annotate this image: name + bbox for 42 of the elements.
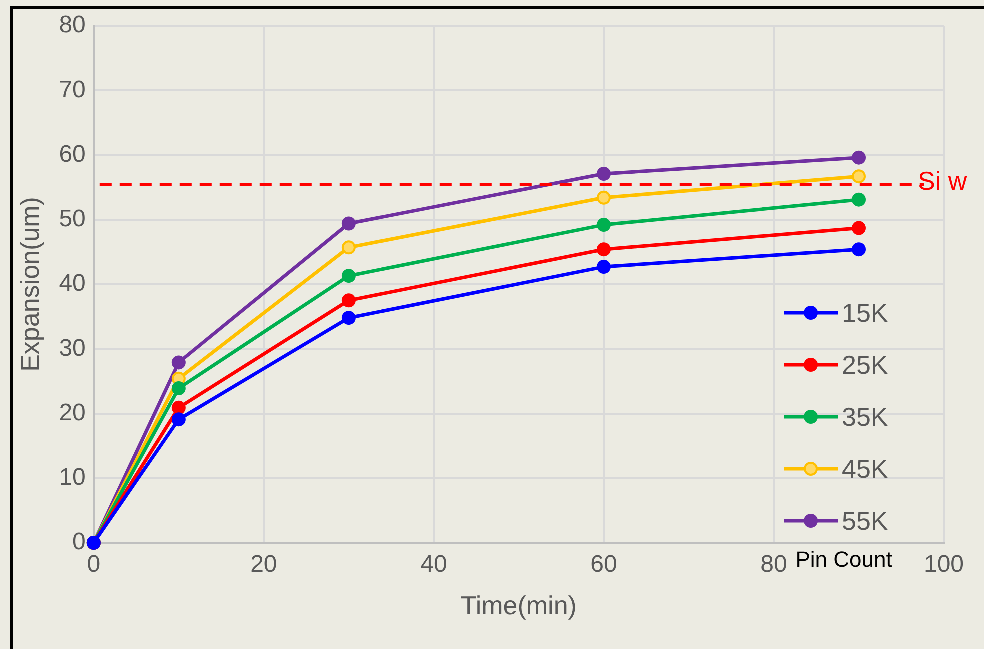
point bbox=[596, 218, 611, 232]
point bbox=[342, 216, 356, 231]
point bbox=[852, 221, 866, 236]
legend-title: Pin Count bbox=[796, 547, 892, 572]
point bbox=[342, 269, 356, 284]
y-tick-label: 40 bbox=[59, 270, 86, 298]
ref-line-label: Si w bbox=[918, 166, 968, 196]
point bbox=[342, 311, 356, 326]
point bbox=[596, 166, 611, 181]
legend-label: 45K bbox=[842, 454, 889, 484]
x-tick-label: 100 bbox=[924, 551, 964, 578]
point bbox=[342, 240, 356, 255]
y-tick-label: 0 bbox=[72, 528, 86, 556]
y-tick-label: 70 bbox=[59, 76, 86, 104]
y-tick-label: 60 bbox=[59, 140, 86, 168]
point bbox=[596, 242, 611, 257]
point bbox=[342, 294, 356, 308]
y-tick-label: 30 bbox=[59, 334, 86, 362]
point bbox=[852, 170, 866, 184]
y-tick-label: 10 bbox=[59, 464, 86, 491]
point bbox=[172, 382, 186, 396]
legend-label: 35K bbox=[842, 402, 889, 432]
legend-label: 15K bbox=[842, 298, 889, 328]
y-tick-label: 50 bbox=[59, 206, 86, 232]
point bbox=[172, 400, 186, 415]
legend-label: 55K bbox=[842, 506, 889, 536]
x-tick-label: 40 bbox=[420, 551, 448, 578]
x-axis-title: Time(min) bbox=[460, 590, 577, 621]
point bbox=[852, 192, 866, 207]
point bbox=[596, 260, 611, 274]
point bbox=[852, 150, 866, 165]
y-tick-label: 20 bbox=[59, 399, 86, 426]
y-axis-title: Expansion(um) bbox=[14, 197, 45, 372]
x-tick-label: 80 bbox=[760, 551, 788, 578]
legend-label: 25K bbox=[842, 350, 889, 380]
y-tick-label: 80 bbox=[59, 12, 86, 39]
point bbox=[852, 242, 866, 257]
x-tick-label: 20 bbox=[250, 551, 278, 578]
point bbox=[172, 412, 186, 427]
point bbox=[596, 190, 611, 205]
x-tick-label: 60 bbox=[590, 551, 618, 578]
point bbox=[172, 356, 186, 370]
